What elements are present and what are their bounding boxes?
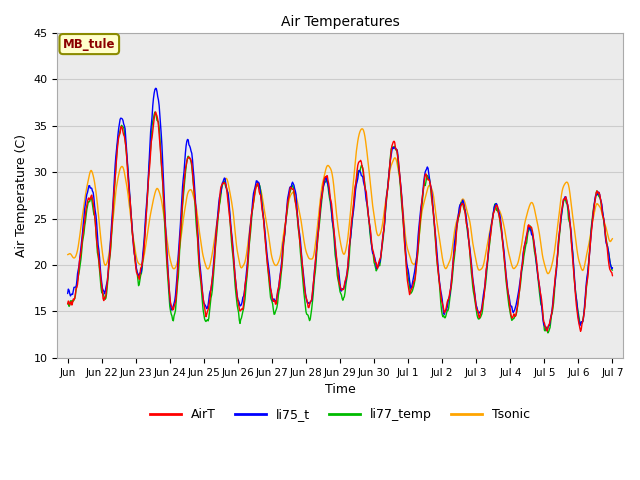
- X-axis label: Time: Time: [324, 383, 355, 396]
- Y-axis label: Air Temperature (C): Air Temperature (C): [15, 134, 28, 257]
- Text: MB_tule: MB_tule: [63, 37, 116, 50]
- Title: Air Temperatures: Air Temperatures: [281, 15, 399, 29]
- Legend: AirT, li75_t, li77_temp, Tsonic: AirT, li75_t, li77_temp, Tsonic: [145, 403, 535, 426]
